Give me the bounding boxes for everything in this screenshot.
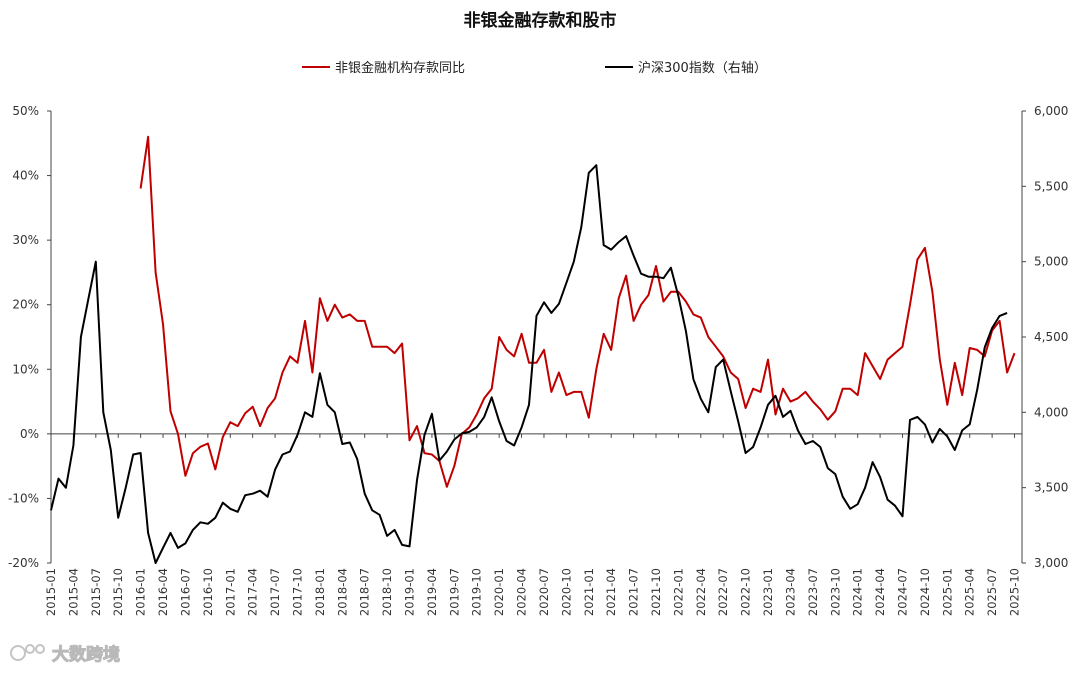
x-tick-label: 2022-04 — [694, 568, 708, 616]
x-tick-label: 2018-01 — [313, 568, 327, 616]
x-tick-label: 2025-04 — [963, 568, 977, 616]
chart-title: 非银金融存款和股市 — [464, 10, 617, 31]
x-tick-label: 2016-01 — [134, 568, 148, 616]
x-tick-label: 2019-07 — [447, 568, 461, 616]
left-tick-label: 0% — [20, 427, 39, 441]
x-tick-label: 2016-07 — [178, 568, 192, 616]
left-tick-label: 40% — [12, 169, 39, 183]
x-tick-label: 2019-01 — [403, 568, 417, 616]
watermark-logo-icon — [10, 644, 45, 661]
right-tick-label: 6,000 — [1034, 104, 1068, 118]
x-tick-label: 2025-07 — [985, 568, 999, 616]
x-tick-label: 2016-10 — [201, 568, 215, 616]
right-tick-label: 4,000 — [1034, 405, 1068, 419]
left-tick-label: 50% — [12, 104, 39, 118]
x-tick-label: 2024-01 — [851, 568, 865, 616]
x-tick-label: 2019-04 — [425, 568, 439, 616]
x-tick-label: 2021-07 — [627, 568, 641, 616]
x-tick-label: 2022-01 — [671, 568, 685, 616]
left-tick-label: 30% — [12, 233, 39, 247]
x-tick-label: 2017-04 — [246, 568, 260, 616]
x-tick-label: 2024-10 — [918, 568, 932, 616]
x-tick-label: 2022-07 — [716, 568, 730, 616]
x-tick-label: 2020-04 — [515, 568, 529, 616]
x-tick-label: 2023-01 — [761, 568, 775, 616]
x-axis: 2015-01 2015-04 2015-07 2015-10 2016-01 2016-… — [44, 433, 1022, 616]
series-line-deposit-yoy — [139, 135, 1016, 488]
right-tick-label: 5,500 — [1034, 179, 1068, 193]
x-tick-label: 2018-07 — [358, 568, 372, 616]
x-tick-label: 2025-01 — [940, 568, 954, 616]
right-tick-label: 5,000 — [1034, 255, 1068, 269]
x-tick-label: 2017-01 — [223, 568, 237, 616]
x-tick-label: 2023-10 — [828, 568, 842, 616]
x-tick-label: 2021-10 — [649, 568, 663, 616]
x-tick-label: 2018-04 — [335, 568, 349, 616]
x-tick-label: 2015-10 — [111, 568, 125, 616]
x-tick-label: 2017-07 — [268, 568, 282, 616]
right-tick-label: 3,500 — [1034, 481, 1068, 495]
left-tick-label: -20% — [8, 556, 39, 570]
x-tick-label: 2024-07 — [895, 568, 909, 616]
x-tick-label: 2019-10 — [470, 568, 484, 616]
x-tick-label: 2015-04 — [66, 568, 80, 616]
legend-label-deposit: 非银金融机构存款同比 — [335, 60, 465, 76]
x-tick-label: 2015-01 — [44, 568, 58, 616]
right-y-axis: 6,000 5,500 5,000 4,500 4,000 3,500 3,000 — [1021, 104, 1068, 570]
left-tick-label: 10% — [12, 362, 39, 376]
x-tick-label: 2023-04 — [783, 568, 797, 616]
x-tick-label: 2021-01 — [582, 568, 596, 616]
x-tick-label: 2016-04 — [156, 568, 170, 616]
left-tick-label: 20% — [12, 298, 39, 312]
right-tick-label: 3,000 — [1034, 556, 1068, 570]
watermark-text: 大数跨境 — [52, 644, 120, 665]
x-tick-label: 2018-10 — [380, 568, 394, 616]
x-tick-label: 2021-04 — [604, 568, 618, 616]
x-tick-label: 2020-07 — [537, 568, 551, 616]
left-tick-label: -10% — [8, 491, 39, 505]
right-tick-label: 4,500 — [1034, 330, 1068, 344]
x-tick-label: 2017-10 — [290, 568, 304, 616]
legend-label-csi300: 沪深300指数（右轴） — [638, 60, 767, 76]
x-tick-label: 2020-10 — [559, 568, 573, 616]
x-tick-label: 2020-01 — [492, 568, 506, 616]
plot-lines — [50, 135, 1016, 564]
x-tick-label: 2022-10 — [739, 568, 753, 616]
series-line-csi300 — [50, 164, 1008, 564]
x-tick-label: 2025-10 — [1008, 568, 1022, 616]
x-tick-label: 2015-07 — [89, 568, 103, 616]
legend: 非银金融机构存款同比 沪深300指数（右轴） — [302, 60, 767, 76]
x-tick-label: 2024-04 — [873, 568, 887, 616]
left-y-axis: 50% 40% 30% 20% 10% 0% -10% -20% — [8, 104, 52, 570]
watermark: 大数跨境 — [10, 644, 121, 666]
x-tick-label: 2023-07 — [806, 568, 820, 616]
